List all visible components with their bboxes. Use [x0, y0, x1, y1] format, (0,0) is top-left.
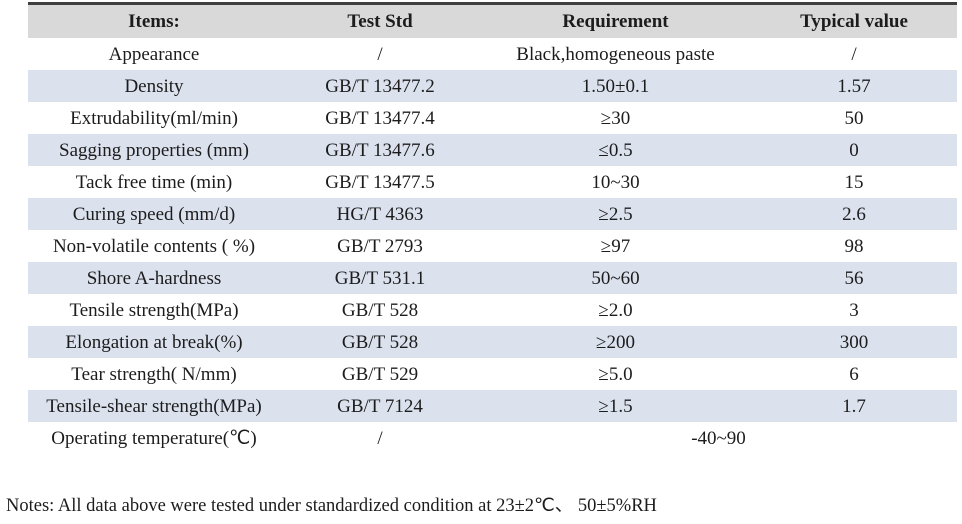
col-header-requirement: Requirement	[562, 11, 669, 32]
col-header-test-std: Test Std	[347, 11, 413, 32]
cell-requirement: ≤0.5	[598, 139, 633, 161]
cell-requirement: ≥97	[600, 235, 631, 257]
cell-test-std: /	[377, 43, 383, 65]
cell-typical-value: 1.57	[837, 75, 871, 97]
cell-requirement: ≥1.5	[598, 395, 633, 417]
cell-test-std: HG/T 4363	[336, 203, 424, 225]
cell-requirement: 10~30	[591, 171, 640, 193]
row-tensile-strength: Tensile strength(MPa) GB/T 528 ≥2.0 3	[28, 294, 957, 326]
cell-test-std: GB/T 13477.6	[325, 139, 435, 161]
cell-requirement: 50~60	[591, 267, 640, 289]
notes-text: Notes: All data above were tested under …	[6, 496, 657, 516]
cell-requirement: ≥30	[600, 107, 631, 129]
cell-typical-value: 3	[849, 299, 859, 321]
cell-typical-value: 0	[849, 139, 859, 161]
cell-test-std: GB/T 528	[341, 331, 419, 353]
cell-test-std: GB/T 13477.4	[325, 107, 435, 129]
cell-item: Shore A-hardness	[86, 267, 222, 289]
cell-test-std: GB/T 529	[341, 363, 419, 385]
cell-item: Elongation at break(%)	[65, 331, 243, 353]
row-density: Density GB/T 13477.2 1.50±0.1 1.57	[28, 70, 957, 102]
cell-typical-value: 300	[839, 331, 869, 353]
cell-test-std: /	[377, 427, 383, 449]
row-non-volatile-contents: Non-volatile contents ( %) GB/T 2793 ≥97…	[28, 230, 957, 262]
spec-table: Items: Test Std Requirement Typical valu…	[28, 2, 957, 454]
row-curing-speed: Curing speed (mm/d) HG/T 4363 ≥2.5 2.6	[28, 198, 957, 230]
cell-item: Extrudability(ml/min)	[70, 107, 238, 129]
row-operating-temperature: Operating temperature(℃) / -40~90	[28, 422, 957, 454]
table-header-row: Items: Test Std Requirement Typical valu…	[28, 5, 957, 38]
cell-requirement: ≥5.0	[598, 363, 633, 385]
cell-typical-value: 15	[844, 171, 864, 193]
col-header-items: Items:	[128, 11, 180, 32]
cell-test-std: GB/T 7124	[337, 395, 423, 417]
cell-typical-value: 56	[844, 267, 864, 289]
cell-test-std: GB/T 531.1	[334, 267, 426, 289]
cell-typical-value: 2.6	[842, 203, 866, 225]
cell-requirement: ≥200	[596, 331, 635, 353]
cell-typical-value: /	[851, 43, 857, 65]
cell-item: Tear strength( N/mm)	[71, 363, 237, 385]
cell-typical-value: 1.7	[842, 395, 866, 417]
cell-item: Density	[124, 75, 184, 97]
cell-requirement-typical-merged: -40~90	[691, 427, 746, 449]
cell-test-std: GB/T 13477.2	[325, 75, 435, 97]
row-tack-free-time: Tack free time (min) GB/T 13477.5 10~30 …	[28, 166, 957, 198]
col-header-typical-value: Typical value	[800, 11, 908, 32]
cell-typical-value: 98	[844, 235, 864, 257]
row-shore-a-hardness: Shore A-hardness GB/T 531.1 50~60 56	[28, 262, 957, 294]
cell-item: Tensile strength(MPa)	[69, 299, 239, 321]
row-tensile-shear-strength: Tensile-shear strength(MPa) GB/T 7124 ≥1…	[28, 390, 957, 422]
row-elongation-at-break: Elongation at break(%) GB/T 528 ≥200 300	[28, 326, 957, 358]
cell-item: Operating temperature(℃)	[51, 427, 257, 449]
cell-typical-value: 6	[849, 363, 859, 385]
cell-requirement: 1.50±0.1	[581, 75, 650, 97]
cell-test-std: GB/T 528	[341, 299, 419, 321]
row-extrudability: Extrudability(ml/min) GB/T 13477.4 ≥30 5…	[28, 102, 957, 134]
cell-item: Tensile-shear strength(MPa)	[46, 395, 262, 417]
cell-item: Non-volatile contents ( %)	[52, 235, 256, 257]
cell-item: Appearance	[108, 43, 200, 65]
cell-requirement: ≥2.0	[598, 299, 633, 321]
cell-typical-value: 50	[844, 107, 864, 129]
cell-item: Sagging properties (mm)	[59, 139, 249, 161]
cell-requirement: ≥2.5	[598, 203, 633, 225]
cell-test-std: GB/T 2793	[337, 235, 423, 257]
row-tear-strength: Tear strength( N/mm) GB/T 529 ≥5.0 6	[28, 358, 957, 390]
row-sagging-properties: Sagging properties (mm) GB/T 13477.6 ≤0.…	[28, 134, 957, 166]
cell-test-std: GB/T 13477.5	[325, 171, 435, 193]
cell-requirement: Black,homogeneous paste	[516, 43, 715, 65]
cell-item: Curing speed (mm/d)	[72, 203, 236, 225]
row-appearance: Appearance / Black,homogeneous paste /	[28, 38, 957, 70]
cell-item: Tack free time (min)	[75, 171, 233, 193]
